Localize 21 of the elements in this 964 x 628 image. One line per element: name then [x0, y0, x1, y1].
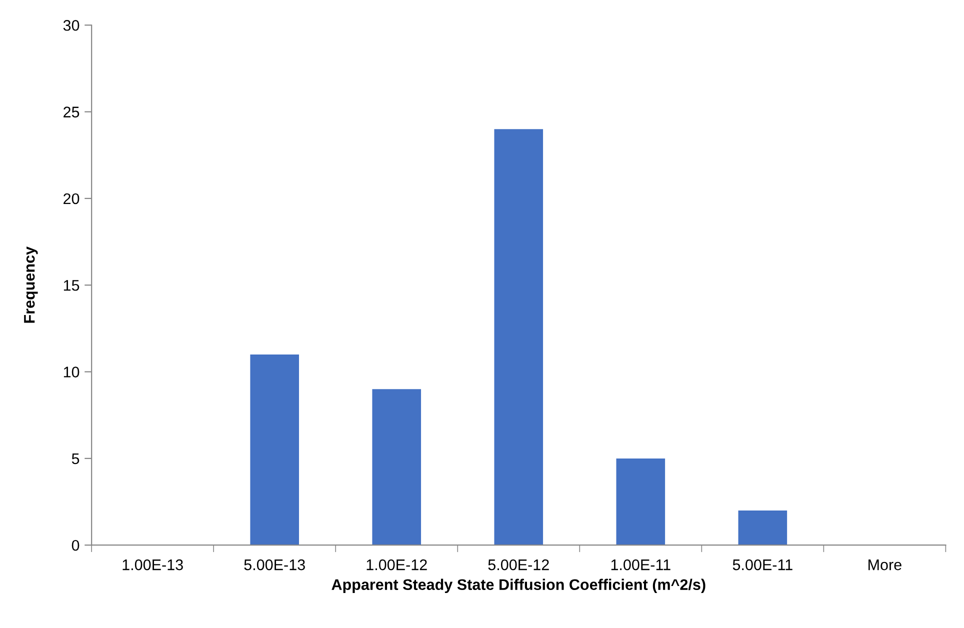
x-axis-title: Apparent Steady State Diffusion Coefficient (m^2/s): [332, 578, 706, 594]
bar: [494, 129, 544, 546]
bar: [372, 389, 422, 546]
y-tick-label: 0: [72, 540, 80, 551]
x-tick-label: 1.00E-13: [122, 559, 183, 570]
y-tick-label: 25: [64, 106, 80, 118]
y-tick-label: 5: [72, 453, 80, 464]
bar: [616, 458, 666, 546]
y-tick-label: 20: [64, 193, 80, 204]
y-tick-label: 30: [63, 20, 80, 31]
bar: [250, 354, 300, 546]
x-tick-label: 1.00E-12: [366, 559, 427, 570]
y-tick-label: 15: [64, 280, 80, 291]
x-tick-label: More: [868, 560, 902, 570]
x-tick-label: 1.00E-11: [611, 559, 670, 570]
x-tick-label: 5.00E-12: [488, 559, 549, 570]
x-tick-label: 5.00E-13: [244, 559, 305, 570]
bar: [738, 510, 788, 546]
x-tick-label: 5.00E-11: [732, 559, 792, 570]
y-tick-label: 10: [64, 366, 80, 378]
y-axis-title: Frequency: [24, 246, 38, 323]
